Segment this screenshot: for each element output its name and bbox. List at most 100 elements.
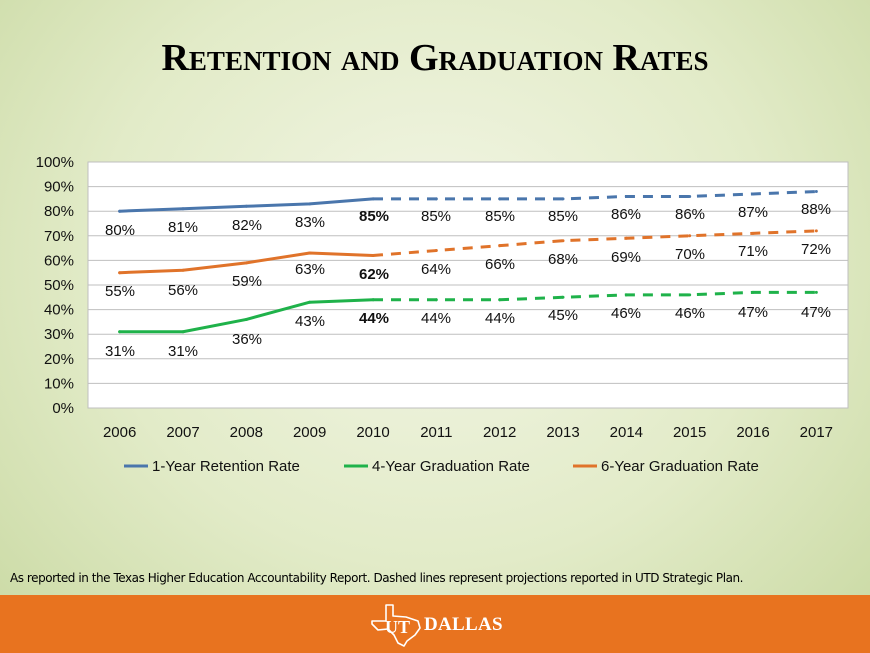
data-label: 31%	[168, 343, 198, 360]
data-point	[624, 236, 628, 240]
x-tick-label: 2014	[610, 424, 643, 441]
x-tick-label: 2011	[420, 424, 452, 441]
y-tick-label: 0%	[52, 400, 74, 417]
page-title: Retention and Graduation Rates	[161, 37, 709, 79]
y-tick-label: 90%	[44, 179, 74, 196]
x-tick-label: 2016	[736, 424, 769, 441]
data-label: 46%	[611, 305, 641, 322]
data-point	[308, 251, 312, 255]
legend-label: 4-Year Graduation Rate	[372, 458, 530, 475]
data-label: 69%	[611, 249, 641, 266]
data-label: 87%	[738, 204, 768, 221]
x-tick-label: 2010	[356, 424, 389, 441]
data-point	[751, 290, 755, 294]
data-point	[244, 204, 248, 208]
data-label: 44%	[485, 310, 515, 327]
data-point	[751, 192, 755, 196]
x-tick-label: 2007	[166, 424, 199, 441]
data-label: 80%	[105, 222, 135, 239]
data-label: 85%	[421, 208, 451, 225]
data-label: 88%	[801, 201, 831, 218]
data-point	[244, 317, 248, 321]
y-tick-label: 70%	[44, 228, 74, 245]
data-point	[181, 207, 185, 211]
y-tick-label: 60%	[44, 252, 74, 269]
data-label: 71%	[738, 243, 768, 260]
x-tick-label: 2013	[546, 424, 579, 441]
data-point	[624, 194, 628, 198]
x-tick-label: 2017	[800, 424, 833, 441]
x-tick-label: 2012	[483, 424, 516, 441]
data-point	[688, 194, 692, 198]
data-label: 63%	[295, 261, 325, 278]
y-tick-label: 100%	[36, 154, 74, 171]
data-label: 45%	[548, 307, 578, 324]
data-point	[181, 268, 185, 272]
data-point	[434, 249, 438, 253]
data-label: 83%	[295, 214, 325, 231]
data-label: 82%	[232, 217, 262, 234]
y-tick-label: 10%	[44, 375, 74, 392]
y-tick-label: 30%	[44, 326, 74, 343]
data-label: 59%	[232, 273, 262, 290]
data-point	[498, 197, 502, 201]
data-label: 81%	[168, 219, 198, 236]
data-point	[434, 298, 438, 302]
data-label: 36%	[232, 331, 262, 348]
data-point	[561, 197, 565, 201]
legend-label: 1-Year Retention Rate	[152, 458, 300, 475]
x-tick-label: 2015	[673, 424, 706, 441]
data-label: 43%	[295, 313, 325, 330]
chart: 0% 10% 20% 30% 40% 50% 60% 70% 80% 90% 100% 2006 200…	[36, 154, 849, 475]
data-label: 72%	[801, 241, 831, 258]
series-line-projection	[373, 290, 817, 302]
data-point	[371, 253, 375, 257]
data-label: 62%	[359, 266, 389, 283]
data-label: 85%	[548, 208, 578, 225]
footer-band	[0, 595, 870, 653]
data-label: 31%	[105, 343, 135, 360]
logo-dallas-text: DALLAS	[424, 614, 503, 635]
data-point	[371, 197, 375, 201]
logo-ut-text: UT	[385, 617, 410, 637]
data-label: 66%	[485, 256, 515, 273]
data-point	[308, 202, 312, 206]
data-point	[814, 229, 818, 233]
data-point	[371, 298, 375, 302]
data-point	[118, 330, 122, 334]
data-point	[118, 209, 122, 213]
data-label: 64%	[421, 261, 451, 278]
data-label: 86%	[675, 206, 705, 223]
data-label: 86%	[611, 206, 641, 223]
x-tick-label: 2006	[103, 424, 136, 441]
data-label: 44%	[421, 310, 451, 327]
footnote: As reported in the Texas Higher Educatio…	[10, 571, 744, 585]
data-point	[498, 298, 502, 302]
data-label: 85%	[485, 208, 515, 225]
data-point	[814, 290, 818, 294]
y-tick-label: 40%	[44, 302, 74, 319]
data-label: 44%	[359, 310, 389, 327]
legend-label: 6-Year Graduation Rate	[601, 458, 759, 475]
utd-logo: UT DALLAS	[368, 603, 518, 647]
data-point	[181, 330, 185, 334]
data-point	[498, 244, 502, 248]
data-point	[751, 231, 755, 235]
data-point	[688, 234, 692, 238]
series-line-projection	[372, 229, 817, 257]
x-tick-label: 2008	[230, 424, 263, 441]
data-point	[561, 239, 565, 243]
data-label: 85%	[359, 208, 389, 225]
data-label: 47%	[801, 304, 831, 321]
data-point	[308, 300, 312, 304]
data-label: 56%	[168, 282, 198, 299]
data-label: 55%	[105, 283, 135, 300]
data-label: 47%	[738, 304, 768, 321]
data-point	[434, 197, 438, 201]
y-tick-label: 20%	[44, 351, 74, 368]
data-point	[244, 261, 248, 265]
x-tick-label: 2009	[293, 424, 326, 441]
series-line-projection	[373, 190, 817, 201]
data-point	[688, 293, 692, 297]
data-point	[814, 190, 818, 194]
